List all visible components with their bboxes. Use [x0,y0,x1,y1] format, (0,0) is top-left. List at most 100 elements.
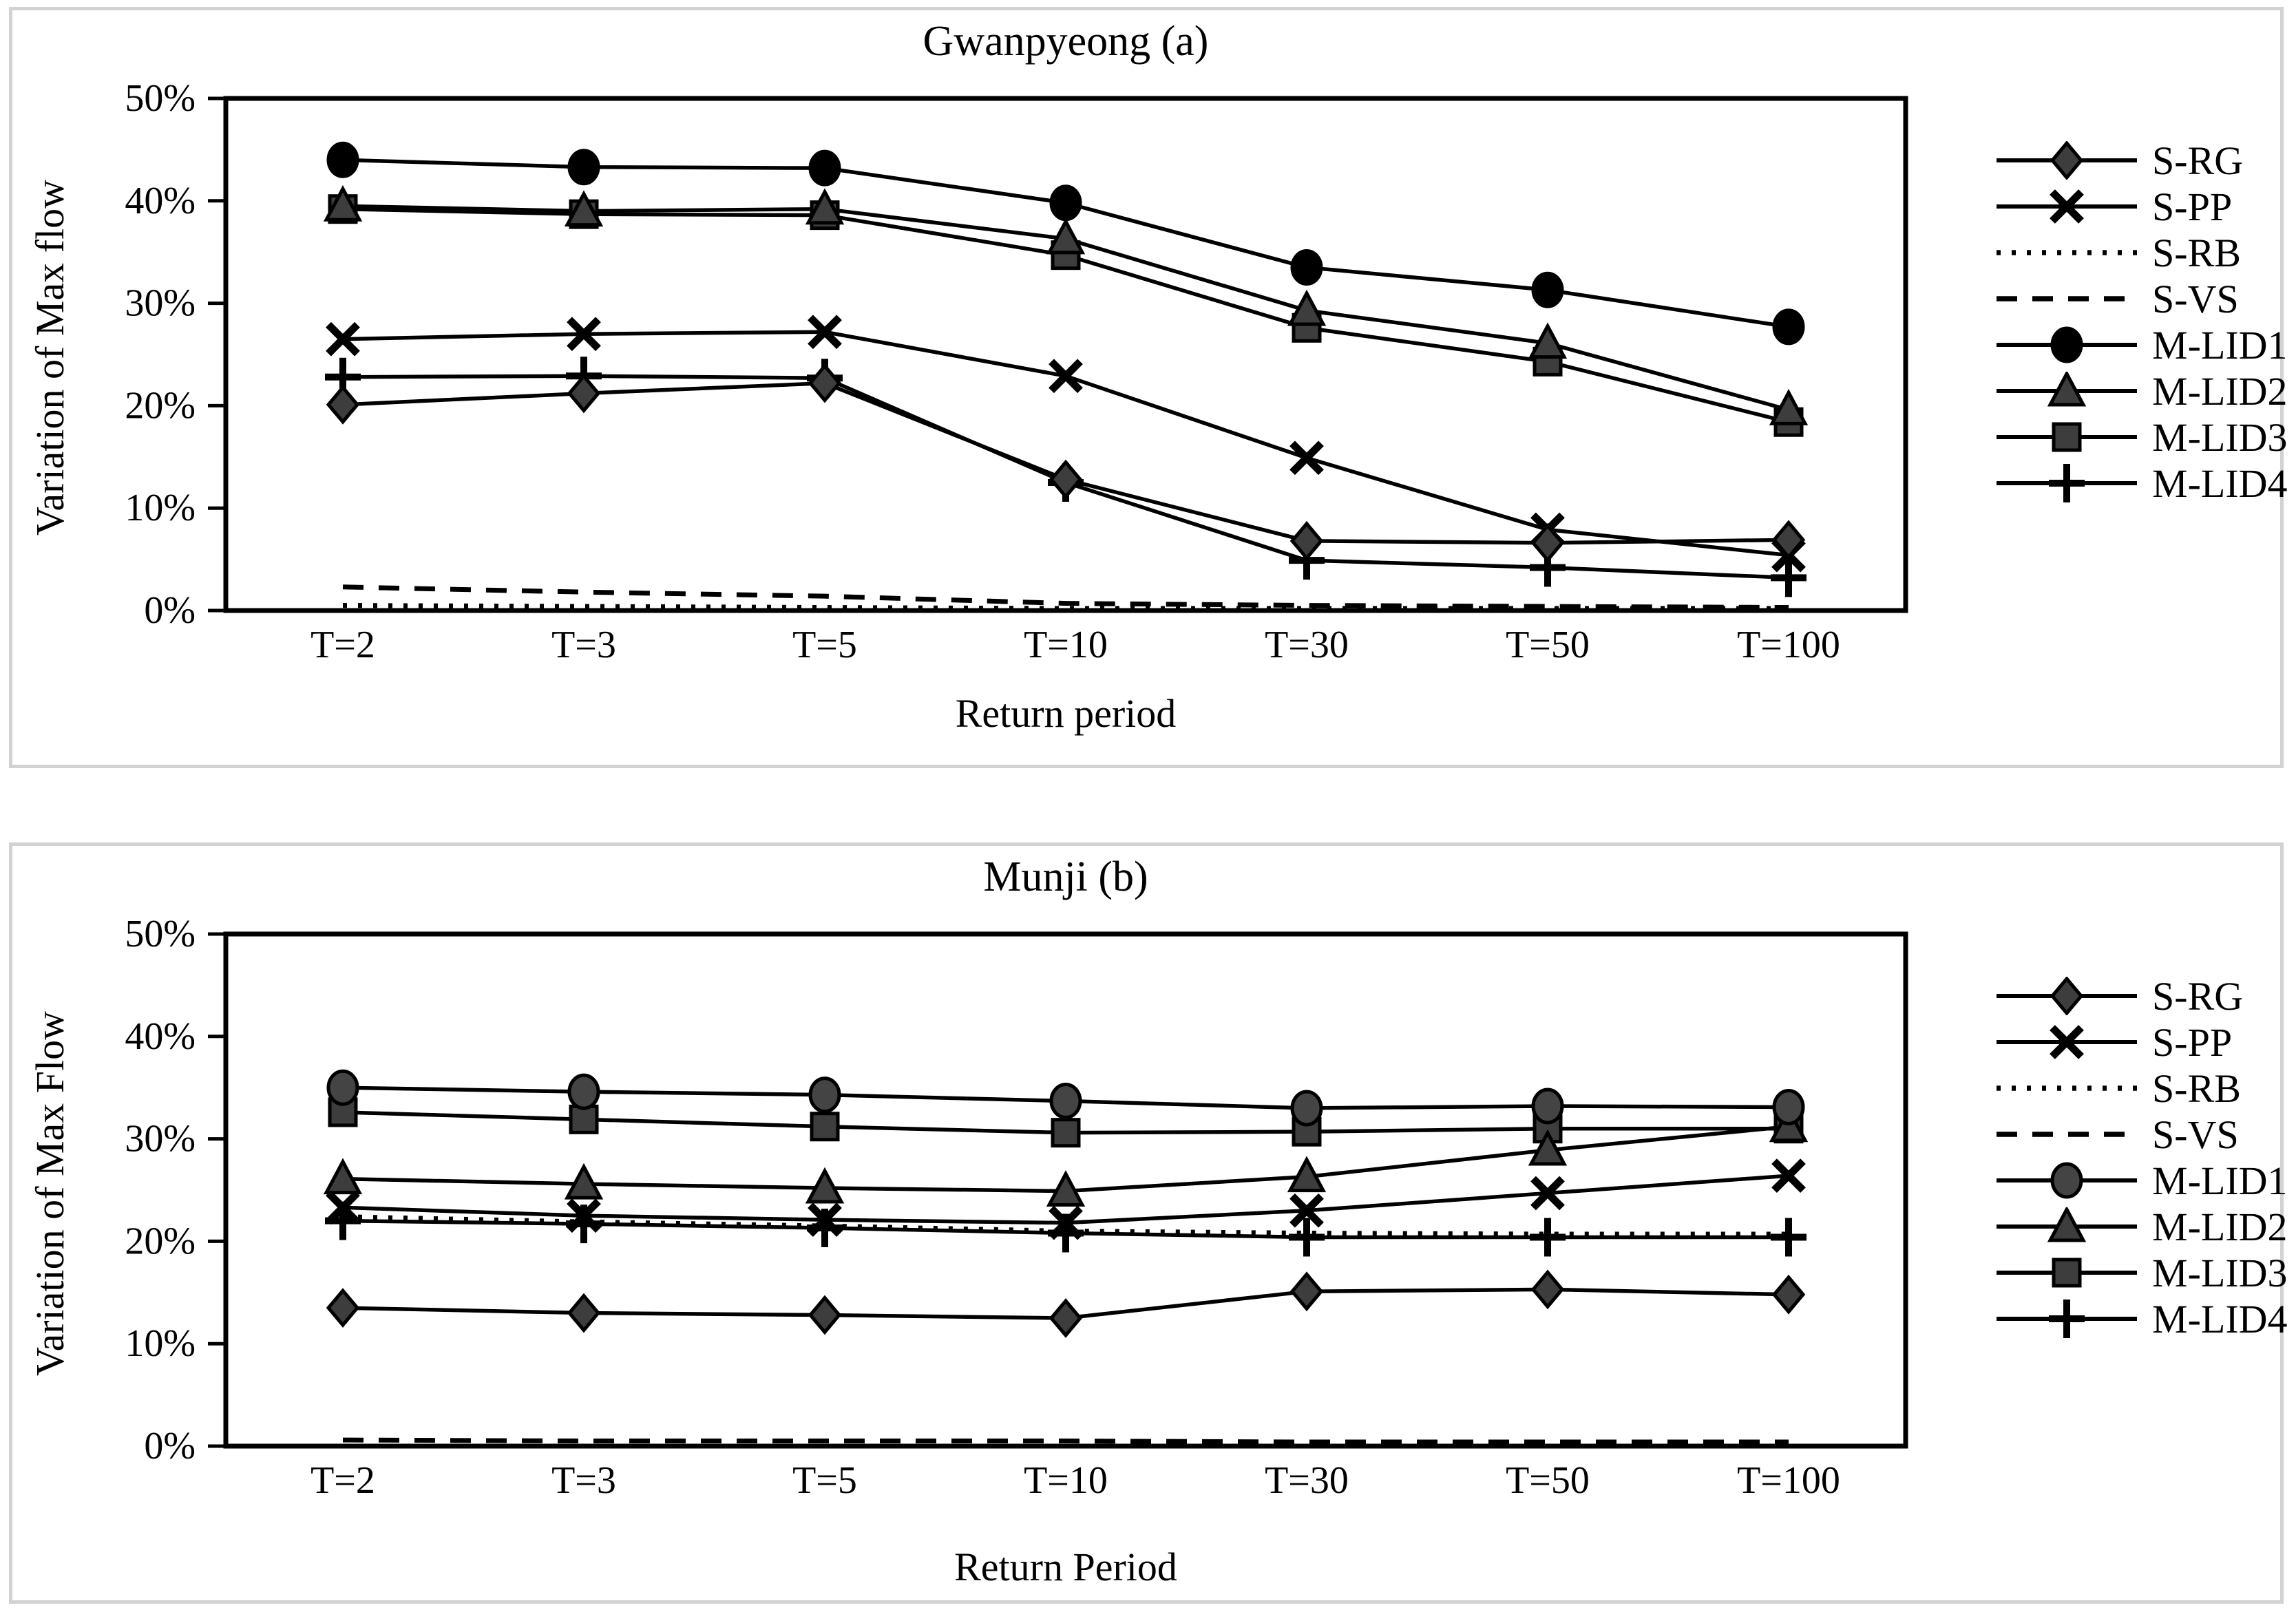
diamond-marker-icon [1289,1271,1324,1312]
chart-title: Gwanpyeong (a) [923,18,1209,65]
chart-panel-munji: Munji (b) Variation of Max Flow 50% 40% 30… [9,842,2288,1604]
plus-marker-icon [2049,464,2085,502]
chart-title: Munji (b) [983,853,1148,900]
legend-label: M-LID1 [2152,322,2288,368]
series-line-s-pp [342,330,1789,558]
legend-item-s-rb: S-RB [1994,1066,2288,1111]
triangle-marker-icon [323,1158,363,1195]
legend-line-sample [1997,1132,2137,1137]
diamond-marker-icon [2050,141,2084,180]
legend-item-m-lid4: M-LID4 [1994,461,2288,506]
triangle-marker-icon [564,190,604,227]
x-tick-label: T=2 [310,1459,375,1502]
legend-line-sample [1997,1162,2137,1199]
legend-item-s-pp: S-PP [1994,184,2288,229]
y-tick-label: 50% [125,77,196,120]
legend-label: M-LID2 [2152,368,2288,414]
legend-label: M-LID2 [2152,1204,2288,1249]
legend-item-m-lid2: M-LID2 [1994,1205,2288,1249]
triangle-marker-icon [1528,322,1568,359]
diamond-marker-icon [1771,1274,1806,1315]
legend-label: M-LID3 [2152,414,2288,460]
circle-marker-icon [1531,1088,1564,1125]
x-tick-label: T=100 [1737,1459,1840,1502]
x-tick-label: T=2 [310,624,375,666]
legend-label: S-RG [2152,973,2244,1019]
legend-label: S-VS [2152,1112,2239,1157]
circle-marker-icon [1772,1088,1805,1125]
x-marker-icon [326,321,360,357]
square-marker-icon [2052,422,2082,452]
legend-label: M-LID4 [2152,1296,2288,1341]
circle-marker-icon [326,1069,359,1106]
x-marker-icon [1771,1158,1806,1194]
series-line-s-vs [342,584,1789,611]
x-tick-label: T=5 [792,1459,857,1502]
x-marker-icon [1530,1176,1565,1211]
x-marker-icon [567,1198,601,1233]
legend-line-sample [1997,189,2137,224]
y-tick-label: 20% [125,384,196,427]
y-tick-label: 30% [125,282,196,325]
y-tick-label: 40% [125,180,196,222]
legend-line-sample [1997,372,2137,407]
plus-marker-icon [1289,1218,1325,1257]
legend-item-m-lid1: M-LID1 [1994,323,2288,368]
legend-line-sample [1997,1025,2137,1059]
x-marker-icon [1049,359,1083,394]
plot-area: 50% 40% 30% 20% 10% 0% T=2 T=3 T=5 T=10 T=30 T=50 T=… [125,77,1908,666]
diamond-marker-icon [1049,1298,1083,1338]
circle-marker-icon [567,149,600,186]
triangle-marker-icon [564,1163,604,1200]
legend-line-sample [1997,1207,2137,1242]
diamond-marker-icon [567,373,601,414]
plus-marker-icon [1530,1218,1566,1257]
diamond-marker-icon [1289,520,1324,561]
legend-line-sample [1997,141,2137,180]
legend-item-s-pp: S-PP [1994,1020,2288,1065]
triangle-marker-icon [1769,389,1809,425]
triangle-marker-icon [2047,372,2087,407]
triangle-marker-icon [2047,1207,2087,1242]
x-marker-icon [2050,189,2084,224]
legend-label: S-RB [2152,1065,2241,1111]
circle-marker-icon [1049,184,1082,222]
legend: S-RG S-PP S-RB S-VS M-LID1 M-LID2 M-LID3 M-LID4 [1994,974,2288,1341]
circle-marker-icon [1772,308,1805,346]
x-marker-icon [1049,1205,1083,1240]
legend-item-s-rg: S-RG [1994,974,2288,1019]
legend-line-sample [1997,250,2137,255]
legend-item-m-lid1: M-LID1 [1994,1158,2288,1203]
y-tick-label: 50% [125,913,196,955]
y-tick-label: 20% [125,1220,196,1262]
diamond-marker-icon [326,1288,360,1328]
plus-marker-icon [2049,1300,2085,1338]
diamond-marker-icon [326,385,360,425]
plot-frame [223,931,1908,1449]
diamond-marker-icon [808,363,842,403]
legend-item-m-lid3: M-LID3 [1994,1251,2288,1295]
circle-marker-icon [1290,249,1323,286]
triangle-marker-icon [1287,289,1327,326]
chart-panel-gwanpyeong: Gwanpyeong (a) Variation of Max flow 50%… [9,7,2288,768]
legend-line-sample [1997,464,2137,502]
x-marker-icon [567,317,601,352]
diamond-marker-icon [1530,522,1565,563]
legend-line-sample [1997,296,2137,301]
legend-item-s-rg: S-RG [1994,138,2288,183]
legend-label: S-PP [2152,1019,2233,1065]
legend-item-s-rb: S-RB [1994,231,2288,275]
x-tick-label: T=3 [551,624,616,666]
diamond-marker-icon [2050,977,2084,1015]
x-tick-label: T=50 [1506,624,1590,666]
legend-line-sample [1997,326,2137,363]
legend-item-m-lid2: M-LID2 [1994,369,2288,414]
triangle-marker-icon [1046,1170,1086,1207]
legend-label: S-PP [2152,184,2233,229]
triangle-marker-icon [1528,1129,1568,1166]
circle-marker-icon [567,1073,600,1110]
legend-label: M-LID4 [2152,460,2288,506]
circle-marker-icon [1049,1083,1082,1120]
diamond-marker-icon [567,1293,601,1333]
square-marker-icon [569,1104,599,1134]
